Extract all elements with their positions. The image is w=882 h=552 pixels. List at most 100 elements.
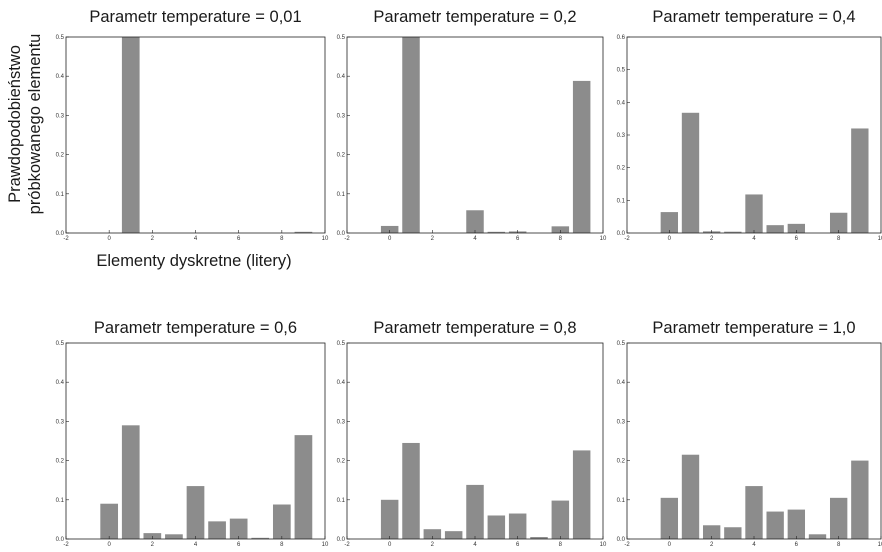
bar — [745, 194, 763, 233]
bar — [787, 223, 806, 233]
x-tick-label: 2 — [710, 542, 714, 548]
y-tick-label: 0.5 — [617, 341, 626, 347]
x-tick-label: 6 — [237, 236, 241, 242]
x-tick-label: -2 — [624, 236, 630, 242]
y-tick-label: 0.1 — [617, 198, 626, 204]
chart-panel: Parametr temperature = 0,2 -2 0 2 4 6 8 10 0.0 0.… — [337, 8, 607, 242]
x-tick-label: 8 — [280, 236, 284, 242]
x-tick-label: 4 — [752, 236, 756, 242]
x-tick-label: 10 — [878, 236, 882, 242]
bar — [808, 534, 827, 539]
x-tick-label: 10 — [878, 542, 882, 548]
chart-panel: Parametr temperature = 0,6 -2 0 2 4 6 8 10 0.0 0.… — [56, 319, 329, 548]
bar — [121, 425, 140, 539]
bar — [572, 450, 591, 539]
y-tick-label: 0.0 — [56, 537, 65, 543]
x-tick-label: 6 — [795, 236, 799, 242]
bar — [681, 454, 700, 539]
y-tick-label: 0.3 — [337, 113, 346, 119]
x-tick-label: 4 — [473, 542, 477, 548]
chart-title: Parametr temperature = 0,6 — [94, 319, 297, 337]
y-tick-label: 0.2 — [337, 459, 346, 465]
y-tick-label: 0.2 — [617, 459, 626, 465]
y-tick-label: 0.4 — [56, 74, 65, 80]
x-tick-label: 0 — [107, 542, 111, 548]
bar — [681, 112, 700, 233]
x-tick-label: 4 — [473, 236, 477, 242]
bar — [294, 435, 313, 539]
x-tick-label: 10 — [322, 542, 329, 548]
bar — [208, 521, 226, 539]
bar — [466, 484, 484, 539]
y-tick-label: 0.5 — [56, 341, 65, 347]
chart-panel: Parametr temperature = 0,8 -2 0 2 4 6 8 10 0.0 0.… — [337, 319, 607, 548]
bar — [444, 531, 463, 539]
bar — [766, 225, 784, 233]
chart-panel: Parametr temperature = 1,0 -2 0 2 4 6 8 10 0.0 0.… — [617, 319, 882, 548]
x-tick-label: 8 — [837, 236, 841, 242]
bar — [787, 509, 806, 539]
x-tick-label: 6 — [795, 542, 799, 548]
bar — [745, 486, 763, 539]
bar — [702, 525, 721, 539]
y-tick-label: 0.0 — [617, 537, 626, 543]
x-tick-label: 4 — [194, 542, 198, 548]
chart-title: Parametr temperature = 0,01 — [89, 8, 301, 26]
bar — [724, 231, 742, 233]
y-axis-label-line-2: próbkowanego elementu — [26, 34, 44, 215]
y-tick-label: 0.5 — [617, 68, 626, 74]
x-tick-label: 0 — [388, 542, 392, 548]
bar — [551, 226, 570, 233]
y-tick-label: 0.3 — [617, 419, 626, 425]
x-tick-label: 10 — [322, 236, 329, 242]
x-tick-label: 8 — [837, 542, 841, 548]
x-tick-label: 8 — [559, 236, 563, 242]
bar — [724, 527, 742, 539]
y-tick-label: 0.2 — [337, 153, 346, 159]
y-tick-label: 0.5 — [56, 35, 65, 41]
x-tick-label: -2 — [624, 542, 630, 548]
bar — [487, 515, 506, 539]
bar — [272, 504, 291, 539]
axes-frame — [65, 36, 326, 234]
x-tick-label: 0 — [668, 542, 672, 548]
y-tick-label: 0.5 — [337, 35, 346, 41]
x-tick-label: 4 — [194, 236, 198, 242]
y-tick-label: 0.1 — [337, 192, 346, 198]
y-tick-label: 0.4 — [56, 380, 65, 386]
y-tick-label: 0.1 — [56, 192, 65, 198]
chart-title: Parametr temperature = 0,2 — [373, 8, 576, 26]
bar — [466, 210, 484, 233]
bar — [660, 497, 679, 539]
panels: Parametr temperature = 0,01 -2 0 2 4 6 8 10 0.0 0… — [56, 8, 882, 548]
x-tick-label: 2 — [151, 542, 155, 548]
bar — [572, 80, 591, 234]
y-tick-label: 0.1 — [56, 498, 65, 504]
bar — [402, 37, 420, 233]
x-tick-label: 8 — [280, 542, 284, 548]
x-tick-label: -2 — [63, 236, 69, 242]
bar — [380, 225, 399, 233]
bar — [294, 231, 313, 233]
y-tick-label: 0.3 — [337, 419, 346, 425]
y-tick-label: 0.3 — [56, 113, 65, 119]
x-tick-label: 2 — [151, 236, 155, 242]
x-tick-label: 6 — [237, 542, 241, 548]
bar — [660, 212, 679, 233]
x-tick-label: 0 — [107, 236, 111, 242]
y-axis-label-line-1: Prawdopodobieństwo — [6, 45, 24, 203]
x-tick-label: -2 — [344, 542, 350, 548]
bar — [766, 511, 784, 539]
x-tick-label: 2 — [710, 236, 714, 242]
axes-frame — [346, 36, 604, 234]
x-tick-label: 0 — [388, 236, 392, 242]
bar — [423, 529, 442, 539]
bar — [487, 231, 506, 233]
chart-title: Parametr temperature = 1,0 — [652, 319, 855, 337]
bar — [530, 537, 548, 539]
y-tick-label: 0.6 — [617, 35, 626, 41]
x-tick-label: 8 — [559, 542, 563, 548]
y-tick-label: 0.4 — [617, 100, 626, 106]
x-tick-label: 6 — [516, 236, 520, 242]
